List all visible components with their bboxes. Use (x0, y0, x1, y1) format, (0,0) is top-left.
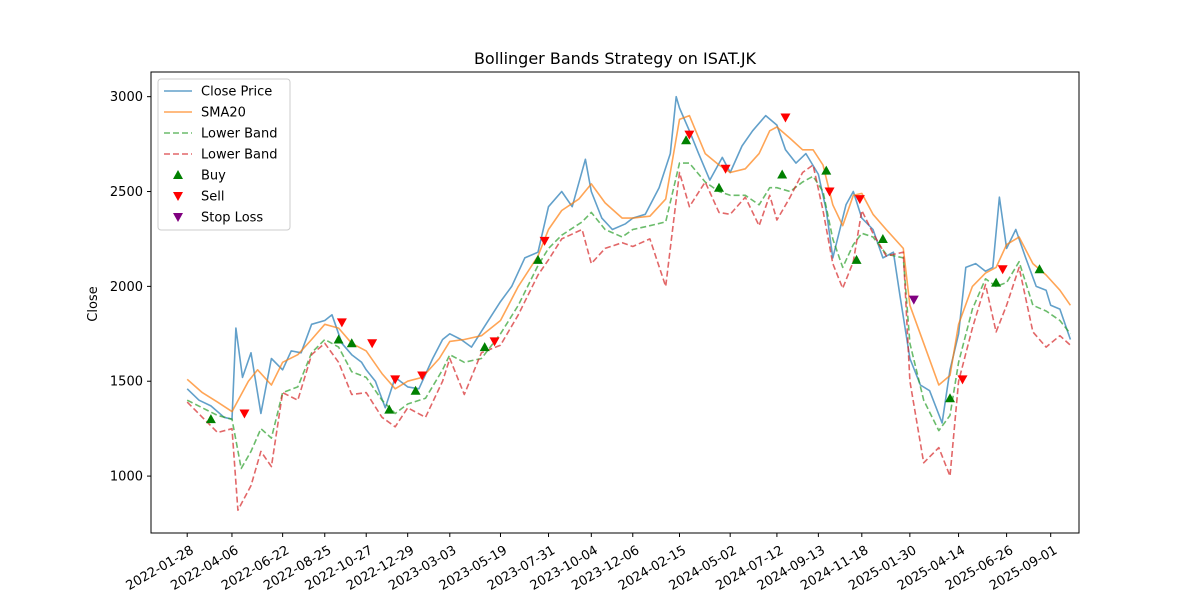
sell-marker (854, 195, 865, 205)
sell-marker (239, 409, 250, 419)
plot-lines (186, 95, 1072, 511)
legend-label-sma20: SMA20 (201, 106, 246, 121)
sell-marker (824, 187, 835, 197)
sell-marker (539, 236, 550, 246)
series-line-3 (186, 162, 1072, 470)
buy-marker (945, 393, 956, 403)
sell-marker (684, 130, 695, 140)
sell-marker (417, 371, 428, 381)
buy-marker (384, 404, 395, 414)
buy-marker (851, 254, 862, 264)
buy-marker (713, 182, 724, 192)
legend-box (157, 78, 291, 231)
plot-frame (150, 71, 1080, 534)
buy-marker (346, 338, 357, 348)
x-axis: 2022-01-282022-04-062022-06-222022-08-25… (124, 533, 1060, 594)
series-line-4 (186, 164, 1071, 511)
legend-swatch-buy (173, 170, 183, 179)
legend-label-sell: Sell (201, 190, 224, 205)
sell-marker (390, 375, 401, 385)
buy-marker (479, 342, 490, 352)
legend-label-lower-band: Lower Band (201, 148, 277, 163)
y-tick-label: 3000 (110, 90, 143, 105)
legend-swatch-stop-loss (173, 213, 183, 222)
buy-marker (681, 135, 692, 145)
series-line-2 (186, 114, 1072, 413)
buy-marker (877, 233, 888, 243)
sell-marker (957, 375, 968, 385)
y-axis: 1000 1500 2000 2500 3000 (110, 90, 151, 485)
sell-marker (336, 318, 347, 328)
stop-loss-marker (908, 295, 919, 305)
legend: Close Price SMA20 Lower Band Lower Band Buy S… (157, 78, 291, 231)
buy-marker (777, 169, 788, 179)
sell-marker (780, 113, 791, 123)
series-line-1 (186, 95, 1072, 424)
legend-label-close-price: Close Price (201, 85, 272, 100)
y-tick-label: 2500 (110, 185, 143, 200)
buy-marker (205, 414, 216, 424)
sell-marker (489, 337, 500, 347)
sell-marker (997, 265, 1008, 275)
plot-markers (205, 113, 1045, 424)
y-tick-label: 1000 (110, 470, 143, 485)
y-axis-label: Close (86, 286, 101, 321)
legend-label-lower-band: Lower Band (201, 127, 277, 142)
legend-label-stop-loss: Stop Loss (201, 211, 263, 226)
chart-title: Bollinger Bands Strategy on ISAT.JK (474, 49, 757, 68)
sell-marker (367, 339, 378, 349)
sell-marker (720, 164, 731, 174)
y-tick-label: 1500 (110, 375, 143, 390)
legend-swatch-sell (173, 192, 183, 201)
buy-marker (1034, 264, 1045, 274)
buy-marker (532, 254, 543, 264)
buy-marker (333, 334, 344, 344)
buy-marker (410, 385, 421, 395)
y-tick-label: 2000 (110, 280, 143, 295)
buy-marker (821, 165, 832, 175)
buy-marker (991, 277, 1002, 287)
legend-label-buy: Buy (201, 169, 226, 184)
